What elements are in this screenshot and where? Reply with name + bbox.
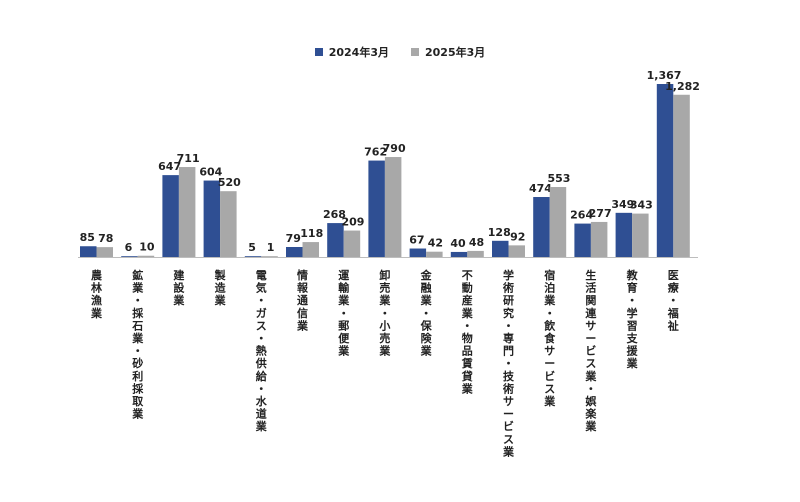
data-label-2025-10: 92 [510, 230, 525, 243]
legend-label-2024: 2024年3月 [328, 46, 389, 59]
bar-2025-5 [302, 242, 319, 257]
bar-2024-10 [492, 240, 509, 257]
bar-2025-12 [590, 221, 608, 257]
category-label-10: 学術研究・専門・技術サービス業 [502, 268, 515, 458]
category-label-3: 製造業 [214, 268, 227, 307]
legend-swatch-2025 [411, 48, 419, 56]
legend-swatch-2024 [314, 48, 323, 56]
bar-2025-9 [467, 250, 484, 257]
bar-2024-2 [162, 175, 179, 257]
data-label-2025-14: 1,282 [665, 80, 700, 93]
data-label-2024-10: 128 [488, 226, 511, 239]
data-label-2025-12: 277 [589, 207, 612, 220]
category-label-14: 医療・福祉 [667, 269, 680, 332]
data-label-2025-13: 343 [630, 199, 653, 212]
data-label-2025-4: 1 [267, 241, 275, 254]
category-label-2: 建設業 [172, 268, 185, 307]
bar-2025-4 [261, 256, 278, 257]
category-label-8: 金融業・保険業 [420, 268, 433, 358]
bar-2025-1 [137, 255, 155, 257]
data-label-2024-5: 79 [286, 232, 301, 245]
bar-2025-10 [508, 245, 525, 257]
data-label-2024-0: 85 [80, 231, 95, 244]
category-label-9: 不動産業・物品賃貸業 [461, 269, 474, 395]
category-label-12: 生活関連サービス業・娯楽業 [584, 268, 597, 433]
category-label-13: 教育・学習支援業 [626, 268, 639, 370]
data-label-2025-9: 48 [469, 236, 484, 249]
data-label-2025-5: 118 [300, 227, 323, 240]
bar-2024-13 [615, 212, 633, 257]
data-label-2025-8: 42 [428, 237, 443, 250]
bar-2025-14 [673, 94, 690, 257]
data-label-2025-0: 78 [98, 232, 113, 245]
bar-2025-6 [343, 230, 361, 257]
legend: 2024年3月 2025年3月 [0, 44, 800, 60]
bar-2025-8 [426, 251, 443, 257]
bar-2025-3 [220, 191, 237, 257]
data-label-2024-6: 268 [323, 208, 346, 221]
category-label-5: 情報通信業 [296, 268, 309, 332]
data-label-2025-11: 553 [547, 172, 570, 185]
data-label-2024-4: 5 [248, 241, 256, 254]
bar-2024-9 [450, 251, 468, 257]
bar-2024-6 [327, 223, 344, 257]
data-label-2024-1: 6 [125, 241, 133, 254]
data-label-2024-12: 264 [570, 209, 593, 222]
legend-item-2025: 2025年3月 [411, 44, 485, 60]
category-label-7: 卸売業・小売業 [378, 268, 391, 358]
category-label-4: 電気・ガス・熱供給・水道業 [255, 269, 268, 433]
bar-2024-8 [409, 248, 427, 257]
category-label-6: 運輸業・郵便業 [337, 269, 350, 358]
category-label-0: 農林漁業 [90, 268, 103, 320]
data-label-2024-7: 762 [364, 146, 387, 159]
data-label-2025-3: 520 [218, 176, 241, 189]
legend-label-2025: 2025年3月 [425, 46, 486, 59]
bar-2025-0 [96, 247, 113, 257]
bar-2025-2 [178, 167, 196, 257]
data-label-2024-14: 1,367 [647, 69, 682, 82]
legend-item-2024: 2024年3月 [314, 44, 389, 60]
data-label-2024-3: 604 [199, 166, 222, 179]
data-label-2025-2: 711 [177, 152, 200, 165]
bar-2024-1 [121, 256, 138, 257]
data-label-2024-9: 40 [450, 237, 466, 250]
bar-2024-0 [80, 246, 97, 257]
data-label-2025-6: 209 [341, 216, 364, 229]
data-label-2025-7: 790 [383, 142, 406, 155]
category-label-1: 鉱業・採石業・砂利採取業 [131, 268, 144, 421]
bar-2024-3 [203, 180, 221, 257]
data-label-2024-2: 647 [158, 160, 181, 173]
bar-2024-4 [244, 256, 262, 257]
data-label-2024-11: 474 [529, 182, 552, 195]
bar-2024-14 [656, 84, 674, 257]
bar-2025-11 [549, 187, 567, 257]
bar-2024-5 [286, 247, 303, 257]
bar-2025-13 [632, 213, 649, 257]
bar-2024-7 [368, 160, 385, 257]
bar-2025-7 [384, 157, 402, 257]
category-label-11: 宿泊業・飲食サービス業 [543, 268, 556, 408]
bar-2024-12 [574, 223, 591, 257]
bar-2024-11 [533, 197, 550, 257]
data-label-2024-13: 349 [611, 198, 634, 211]
data-label-2025-1: 10 [139, 241, 155, 254]
data-label-2024-8: 67 [409, 234, 424, 247]
